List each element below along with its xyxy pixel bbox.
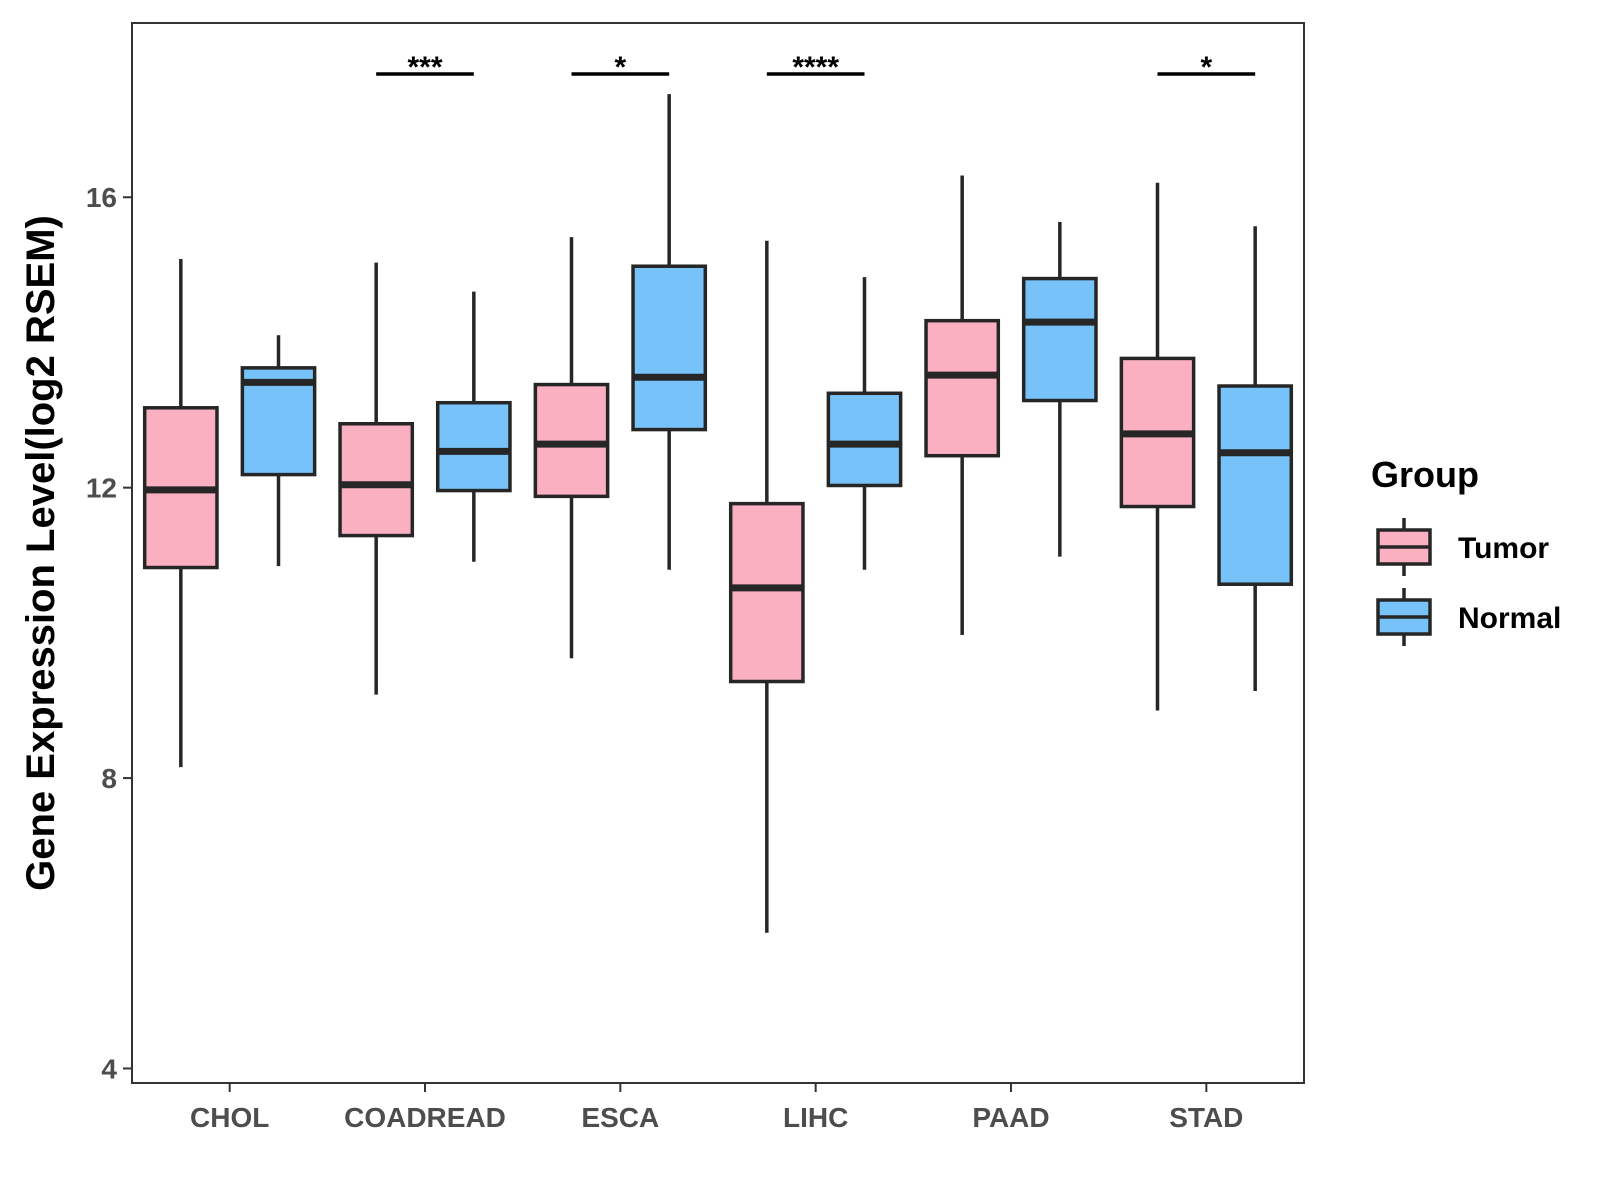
y-axis: 4 8 12 16 (86, 182, 132, 1084)
legend-title: Group (1371, 454, 1479, 495)
box-tumor-coadread (338, 262, 415, 695)
x-tick-label: LIHC (783, 1102, 848, 1133)
x-axis: CHOL COADREAD ESCA LIHC PAAD STAD (190, 1083, 1243, 1133)
box-iqr (631, 264, 708, 432)
box-normal-lihc (826, 277, 903, 570)
box-iqr (533, 382, 610, 499)
box-tumor-lihc (728, 240, 805, 933)
box-tumor-stad (1119, 182, 1196, 711)
box-tumor-chol (142, 258, 219, 768)
box-normal-esca (631, 94, 708, 570)
x-tick-label: ESCA (581, 1102, 659, 1133)
plot-panel (131, 22, 1305, 1084)
boxes (142, 94, 1294, 933)
legend-label: Tumor (1458, 532, 1549, 565)
y-tick-label: 16 (86, 182, 117, 213)
y-axis-title: Gene Expression Level(log2 RSEM) (19, 215, 63, 891)
box-normal-paad (1021, 221, 1098, 557)
box-tumor-esca (533, 237, 610, 659)
significance-label: * (614, 51, 626, 84)
y-tick-label: 12 (86, 473, 117, 504)
y-tick-label: 4 (101, 1053, 117, 1084)
significance-annotations: *** * **** * (376, 51, 1256, 84)
x-tick-label: COADREAD (344, 1102, 506, 1133)
legend-entry-tumor: Tumor (1376, 518, 1549, 576)
significance-label: * (1200, 51, 1212, 84)
box-iqr (338, 422, 415, 538)
box-normal-chol (240, 335, 317, 567)
box-iqr (728, 501, 805, 684)
box-iqr (924, 318, 1001, 458)
y-tick-label: 8 (101, 763, 117, 794)
box-iqr (1021, 276, 1098, 403)
legend-label: Normal (1458, 602, 1561, 635)
box-iqr (1217, 384, 1294, 586)
box-iqr (826, 391, 903, 488)
box-normal-coadread (435, 291, 512, 562)
box-iqr (435, 400, 512, 493)
legend: Group Tumor Normal (1371, 454, 1561, 646)
x-tick-label: CHOL (190, 1102, 269, 1133)
box-normal-stad (1217, 226, 1294, 691)
box-tumor-paad (924, 175, 1001, 636)
legend-entry-normal: Normal (1376, 588, 1561, 646)
x-tick-label: PAAD (972, 1102, 1049, 1133)
significance-label: *** (407, 51, 442, 84)
x-tick-label: STAD (1169, 1102, 1243, 1133)
significance-label: **** (792, 51, 839, 84)
